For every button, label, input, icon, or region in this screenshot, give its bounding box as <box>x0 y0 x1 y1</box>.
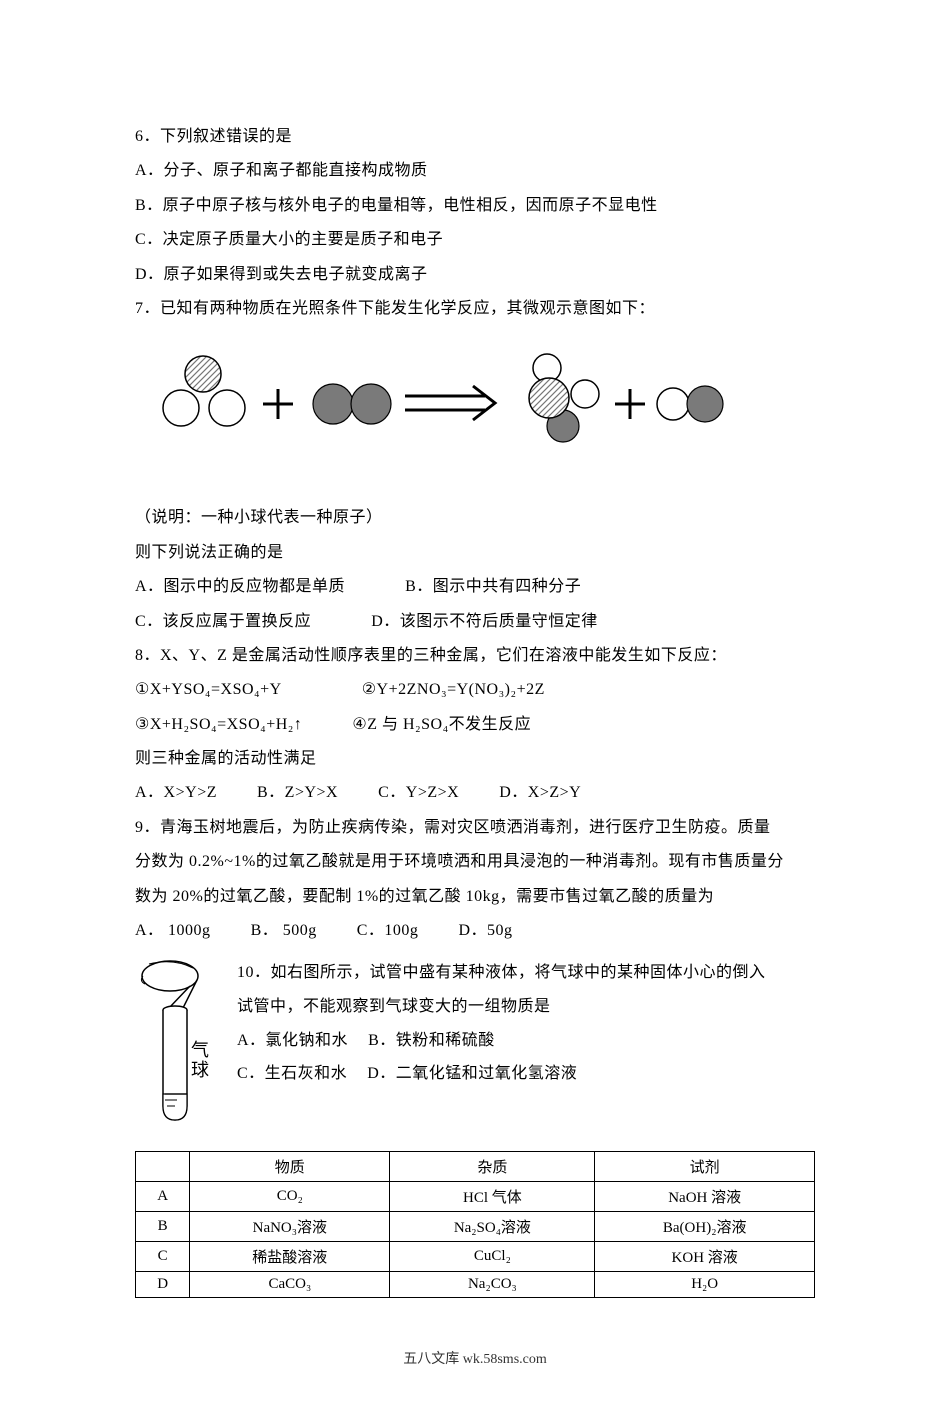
q6-d: D．原子如果得到或失去电子就变成离子 <box>135 258 815 292</box>
q6-a: A．分子、原子和离子都能直接构成物质 <box>135 154 815 188</box>
table-cell: CO₂ <box>190 1182 390 1212</box>
table-cell: C <box>136 1242 190 1272</box>
table-cell: D <box>136 1272 190 1298</box>
q6-stem: 6．下列叙述错误的是 <box>135 120 815 154</box>
table-header: 杂质 <box>390 1152 595 1182</box>
q8-stem: 8．X、Y、Z 是金属活动性顺序表里的三种金属，它们在溶液中能发生如下反应： <box>135 639 815 673</box>
q7-stem: 7．已知有两种物质在光照条件下能发生化学反应，其微观示意图如下： <box>135 292 815 326</box>
q9-l1: 9．青海玉树地震后，为防止疾病传染，需对灾区喷洒消毒剂，进行医疗卫生防疫。质量 <box>135 811 815 845</box>
table-cell: Ba(OH)₂溶液 <box>595 1212 815 1242</box>
q7-lead: 则下列说法正确的是 <box>135 536 815 570</box>
q8-c: C．Y>Z>X <box>378 776 459 810</box>
table-cell: NaNO₃溶液 <box>190 1212 390 1242</box>
table-cell: CuCl₂ <box>390 1242 595 1272</box>
q10-c: C．生石灰和水 <box>237 1057 347 1091</box>
purification-table: 物质 杂质 试剂 A CO₂ HCl 气体 NaOH 溶液 B NaNO₃溶液 … <box>135 1151 815 1298</box>
q8-eq2: ②Y+2ZNO₃=Y(NO₃)₂+2Z <box>362 673 545 707</box>
table-cell: H₂O <box>595 1272 815 1298</box>
table-row: C 稀盐酸溶液 CuCl₂ KOH 溶液 <box>136 1242 815 1272</box>
q8-eq3: ③X+H₂SO₄=XSO₄+H₂↑ <box>135 708 302 742</box>
q7-note: （说明：一种小球代表一种原子） <box>135 501 815 535</box>
balloon-label: 气 <box>191 1040 209 1060</box>
table-cell: CaCO₃ <box>190 1272 390 1298</box>
q8-eq1: ①X+YSO₄=XSO₄+Y <box>135 673 282 707</box>
q8-eq4: ④Z 与 H₂SO₄不发生反应 <box>352 708 531 742</box>
table-header <box>136 1152 190 1182</box>
q7-b: B．图示中共有四种分子 <box>405 570 581 604</box>
svg-text:球: 球 <box>191 1060 209 1080</box>
q7-d: D．该图示不符后质量守恒定律 <box>371 605 598 639</box>
table-row: B NaNO₃溶液 Na₂SO₄溶液 Ba(OH)₂溶液 <box>136 1212 815 1242</box>
q10-b: B．铁粉和稀硫酸 <box>368 1024 495 1058</box>
q9-b: B． 500g <box>251 914 317 948</box>
table-cell: NaOH 溶液 <box>595 1182 815 1212</box>
table-header: 物质 <box>190 1152 390 1182</box>
table-header-row: 物质 杂质 试剂 <box>136 1152 815 1182</box>
table-cell: Na₂CO₃ <box>390 1272 595 1298</box>
q9-a: A． 1000g <box>135 914 211 948</box>
table-cell: Na₂SO₄溶液 <box>390 1212 595 1242</box>
q9-d: D．50g <box>458 914 512 948</box>
q10-l2: 试管中，不能观察到气球变大的一组物质是 <box>237 990 766 1024</box>
table-cell: 稀盐酸溶液 <box>190 1242 390 1272</box>
table-cell: A <box>136 1182 190 1212</box>
q8-d: D．X>Z>Y <box>499 776 581 810</box>
reaction-diagram <box>145 346 815 491</box>
table-header: 试剂 <box>595 1152 815 1182</box>
q10-d: D．二氧化锰和过氧化氢溶液 <box>367 1057 577 1091</box>
table-row: D CaCO₃ Na₂CO₃ H₂O <box>136 1272 815 1298</box>
q7-c: C．该反应属于置换反应 <box>135 605 311 639</box>
q9-c: C．100g <box>357 914 419 948</box>
q9-l2: 分数为 0.2%~1%的过氧乙酸就是用于环境喷洒和用具浸泡的一种消毒剂。现有市售… <box>135 845 815 879</box>
q10-a: A．氯化钠和水 <box>237 1024 348 1058</box>
q9-l3: 数为 20%的过氧乙酸，要配制 1%的过氧乙酸 10kg，需要市售过氧乙酸的质量… <box>135 880 815 914</box>
q7-a: A．图示中的反应物都是单质 <box>135 570 345 604</box>
q6-c: C．决定原子质量大小的主要是质子和电子 <box>135 223 815 257</box>
table-cell: HCl 气体 <box>390 1182 595 1212</box>
q8-b: B．Z>Y>X <box>257 776 338 810</box>
q8-a: A．X>Y>Z <box>135 776 217 810</box>
page-footer: 五八文库 wk.58sms.com <box>135 1348 815 1368</box>
q8-lead: 则三种金属的活动性满足 <box>135 742 815 776</box>
table-cell: B <box>136 1212 190 1242</box>
table-row: A CO₂ HCl 气体 NaOH 溶液 <box>136 1182 815 1212</box>
q6-b: B．原子中原子核与核外电子的电量相等，电性相反，因而原子不显电性 <box>135 189 815 223</box>
table-cell: KOH 溶液 <box>595 1242 815 1272</box>
test-tube-figure: 气 球 <box>135 956 225 1131</box>
q10-l1: 10．如右图所示，试管中盛有某种液体，将气球中的某种固体小心的倒入 <box>237 956 766 990</box>
